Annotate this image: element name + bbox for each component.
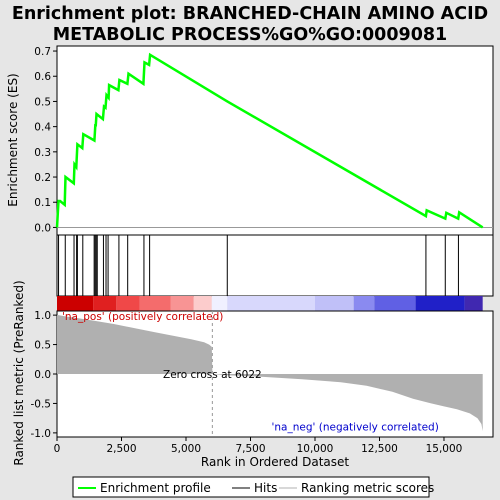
metric-y-tick-label: 0.0 — [34, 369, 51, 381]
legend: Enrichment profile Hits Ranking metric s… — [72, 476, 434, 498]
metric-y-tick-label: -0.5 — [31, 398, 52, 410]
metric-y-ticks: -1.0 -0.5 0.0 0.5 1.0 — [31, 310, 57, 440]
x-tick-label: 5,000 — [171, 443, 201, 455]
es-y-tick-label: 0.1 — [34, 197, 51, 209]
hits-plot-area — [56, 234, 494, 297]
color-bar-segment — [227, 296, 315, 311]
es-plot-area — [56, 45, 494, 236]
x-axis: 0 2,500 5,000 7,500 10,000 12,500 15,000 Rank … — [54, 437, 463, 469]
es-y-tick-label: 0.3 — [34, 147, 51, 159]
hit-lines — [56, 235, 459, 296]
metric-y-tick-label: -1.0 — [31, 428, 52, 440]
color-bar-segment — [193, 296, 212, 311]
x-tick-label: 15,000 — [426, 443, 463, 455]
title-line-1: Enrichment plot: BRANCHED-CHAIN AMINO AC… — [12, 4, 488, 24]
color-bar-segment — [116, 296, 140, 311]
x-tick-label: 2,500 — [106, 443, 136, 455]
legend-box — [72, 476, 430, 498]
x-axis-label: Rank in Ordered Dataset — [201, 455, 349, 469]
color-bar-segment — [211, 296, 228, 311]
metric-panel: -1.0 -0.5 0.0 0.5 1.0 'na_pos' (positively c… — [12, 280, 494, 466]
es-y-tick-label: 0.5 — [34, 96, 51, 108]
es-y-tick-label: 0.0 — [34, 222, 51, 234]
x-tick-label: 7,500 — [235, 443, 265, 455]
color-bar-segment — [57, 296, 94, 311]
metric-y-tick-label: 1.0 — [34, 310, 51, 322]
x-ticks: 0 2,500 5,000 7,500 10,000 12,500 15,000 — [54, 437, 463, 455]
color-bar-segment — [374, 296, 416, 311]
legend-hits-label: Hits — [254, 481, 277, 495]
x-tick-label: 0 — [54, 443, 61, 455]
chart-title: Enrichment plot: BRANCHED-CHAIN AMINO AC… — [12, 4, 488, 45]
color-bar-segment — [170, 296, 194, 311]
metric-y-label: Ranked list metric (PreRanked) — [12, 280, 26, 465]
es-panel: 0.0 0.1 0.2 0.3 0.4 0.5 0.6 0.7 Enrichment scor… — [6, 45, 494, 236]
enrichment-profile-line — [55, 52, 484, 229]
color-bar-segment — [415, 296, 465, 311]
x-tick-label: 12,500 — [361, 443, 398, 455]
positive-correlation-label: 'na_pos' (positively correlated) — [62, 311, 223, 323]
zero-cross-label: Zero cross at 6022 — [163, 369, 262, 381]
hits-panel — [56, 234, 494, 297]
es-y-tick-label: 0.6 — [34, 71, 51, 83]
color-bar-segment — [464, 296, 483, 311]
color-bar-segment — [314, 296, 354, 311]
ranking-color-bar — [57, 296, 483, 311]
x-tick-label: 10,000 — [297, 443, 334, 455]
es-y-ticks: 0.0 0.1 0.2 0.3 0.4 0.5 0.6 0.7 — [34, 46, 57, 234]
color-bar-segment — [93, 296, 117, 311]
es-y-tick-label: 0.2 — [34, 172, 51, 184]
es-y-tick-label: 0.4 — [34, 122, 51, 134]
ranking-metric-area — [57, 315, 483, 432]
color-bar-segment — [353, 296, 375, 311]
metric-y-tick-label: 0.5 — [34, 340, 51, 352]
legend-enrichment-label: Enrichment profile — [100, 481, 211, 495]
title-line-2: METABOLIC PROCESS%GO%GO:0009081 — [53, 25, 448, 45]
es-y-tick-label: 0.7 — [34, 46, 51, 58]
negative-correlation-label: 'na_neg' (negatively correlated) — [272, 422, 439, 434]
legend-metric-label: Ranking metric scores — [301, 481, 434, 495]
es-y-label: Enrichment score (ES) — [6, 73, 20, 206]
color-bar-segment — [139, 296, 171, 311]
